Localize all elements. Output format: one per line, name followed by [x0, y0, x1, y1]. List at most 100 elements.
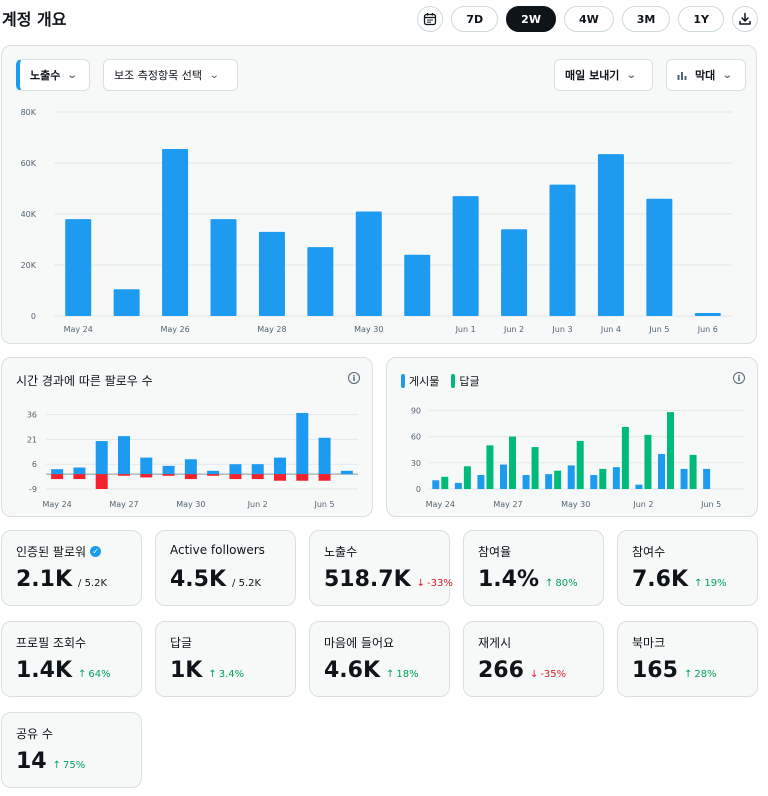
legend-label: 답글	[459, 375, 480, 388]
posts-bar	[680, 468, 688, 489]
legend-item-posts[interactable]: 게시물	[401, 373, 439, 389]
calendar-icon[interactable]	[417, 6, 444, 32]
stat-delta: ↑ 19%	[694, 578, 727, 589]
replies-bar	[667, 412, 674, 489]
replies-bar	[576, 440, 584, 489]
chevron-down-icon: ⌄	[208, 69, 220, 81]
stat-value: 165	[632, 658, 678, 683]
stat-card[interactable]: 인증된 팔로워 ✓ 2.1K / 5.2K	[1, 530, 142, 606]
posts-bar	[658, 454, 665, 489]
stat-label: 프로필 조회수	[16, 634, 86, 651]
stat-card[interactable]: 공유 수 14 ↑ 75%	[1, 712, 142, 788]
y-tick-label: 30	[411, 459, 421, 468]
stat-value-row: 1.4K ↑ 64%	[16, 658, 111, 683]
stat-value-row: 1K ↑ 3.4%	[170, 658, 244, 683]
stat-label: 북마크	[632, 634, 665, 651]
legend-label: 게시물	[409, 375, 440, 388]
primary-metric-dropdown[interactable]: 노출수 ⌄	[16, 59, 90, 91]
stat-label-text: 북마크	[632, 636, 666, 650]
arrow-up-icon: ↑	[52, 760, 62, 771]
stat-value-row: 7.6K ↑ 19%	[632, 567, 727, 592]
secondary-metric-dropdown[interactable]: 보조 측정항목 선택 ⌄	[103, 59, 238, 91]
arrow-up-icon: ↑	[78, 669, 87, 680]
range-7d-button[interactable]: 7D	[451, 6, 499, 32]
legend-swatch	[401, 374, 405, 388]
primary-metric-label: 노출수	[30, 69, 61, 82]
gained-bar	[207, 470, 220, 475]
x-tick-label: May 28	[257, 325, 286, 334]
stat-card[interactable]: Active followers 4.5K / 5.2K	[155, 530, 296, 606]
posts-bar	[522, 475, 530, 489]
replies-bar	[644, 434, 652, 489]
x-tick-label: May 24	[64, 325, 93, 334]
stat-value: 7.6K	[632, 567, 689, 592]
stat-card[interactable]: 프로필 조회수 1.4K ↑ 64%	[1, 621, 142, 697]
posts-replies-card: 게시물 답글 i 0 30 60 90 May 24 May 27 May 30 Jun 2 J…	[386, 357, 758, 517]
bar	[646, 198, 673, 316]
gained-bar	[296, 412, 309, 475]
posts-bar	[612, 467, 620, 489]
bar	[113, 289, 140, 316]
stat-delta-value: 3.4%	[218, 669, 245, 680]
download-icon[interactable]	[732, 6, 758, 32]
stat-label: 답글	[170, 634, 192, 651]
export-label: 매일 보내기	[565, 69, 620, 82]
gained-bar	[140, 457, 153, 475]
lost-bar	[118, 474, 130, 476]
info-icon[interactable]: i	[348, 372, 360, 384]
stat-value: 266	[478, 658, 524, 683]
posts-bar	[500, 464, 507, 489]
stat-card[interactable]: 재게시 266 ↓ -35%	[463, 621, 604, 697]
x-tick-label: May 24	[43, 500, 72, 509]
range-1y-button[interactable]: 1Y	[678, 6, 724, 32]
y-tick-label: 6	[32, 460, 37, 469]
stat-card[interactable]: 참여율 1.4% ↑ 80%	[463, 530, 604, 606]
arrow-up-icon: ↑	[386, 669, 395, 680]
stat-delta-value: -33%	[427, 578, 453, 589]
followers-bar-chart: 36 21 6 -9 May 24 May 27 May 30 Jun 2 Jun 5	[27, 411, 358, 509]
chart-type-dropdown[interactable]: 막대 ⌄	[666, 59, 746, 91]
stat-delta: ↑ 3.4%	[208, 669, 244, 680]
stat-value-row: 165 ↑ 28%	[632, 658, 717, 683]
gained-bar	[162, 465, 175, 475]
stat-label-text: 참여율	[478, 545, 512, 559]
gained-bar	[340, 470, 353, 475]
bar	[549, 184, 576, 316]
stat-card[interactable]: 참여수 7.6K ↑ 19%	[617, 530, 758, 606]
x-tick-label: Jun 5	[648, 325, 669, 334]
stat-label-text: 마음에 들어요	[324, 636, 395, 650]
legend-item-replies[interactable]: 답글	[451, 373, 480, 389]
stat-card[interactable]: 답글 1K ↑ 3.4%	[155, 621, 296, 697]
arrow-down-icon: ↓	[416, 578, 426, 589]
stat-value: 4.5K	[170, 567, 227, 592]
lost-bar	[184, 474, 197, 480]
stat-delta-value: 75%	[63, 760, 86, 771]
x-tick-label: May 30	[176, 500, 205, 509]
chevron-down-icon: ⌄	[67, 69, 79, 81]
range-3m-button[interactable]: 3M	[621, 6, 671, 32]
x-tick-label: May 27	[109, 500, 138, 509]
stat-delta: ↑ 80%	[545, 578, 578, 589]
x-tick-label: Jun 6	[697, 325, 718, 334]
lost-bar	[51, 474, 64, 480]
y-tick-label: 60K	[21, 159, 37, 168]
stat-card[interactable]: 마음에 들어요 4.6K ↑ 18%	[309, 621, 450, 697]
stat-delta-value: 28%	[694, 669, 717, 680]
stat-delta: ↓ -33%	[417, 578, 453, 589]
y-tick-label: 60	[411, 433, 421, 442]
stat-delta: ↑ 28%	[684, 669, 717, 680]
range-4w-button[interactable]: 4W	[563, 6, 614, 32]
gained-bar	[95, 441, 108, 475]
stat-delta-value: 64%	[88, 669, 111, 680]
stat-card[interactable]: 노출수 518.7K ↓ -33%	[309, 530, 453, 606]
stat-value-row: 518.7K ↓ -33%	[324, 567, 453, 592]
stat-total: / 5.2K	[78, 578, 108, 589]
stat-value-row: 2.1K / 5.2K	[16, 567, 107, 592]
stat-value-row: 266 ↓ -35%	[478, 658, 566, 683]
export-frequency-dropdown[interactable]: 매일 보내기 ⌄	[554, 59, 653, 91]
range-2w-button[interactable]: 2W	[506, 6, 556, 32]
info-icon[interactable]: i	[733, 372, 745, 384]
stat-label: 재게시	[478, 634, 511, 651]
stat-card[interactable]: 북마크 165 ↑ 28%	[617, 621, 758, 697]
stat-delta-value: -35%	[540, 669, 567, 680]
